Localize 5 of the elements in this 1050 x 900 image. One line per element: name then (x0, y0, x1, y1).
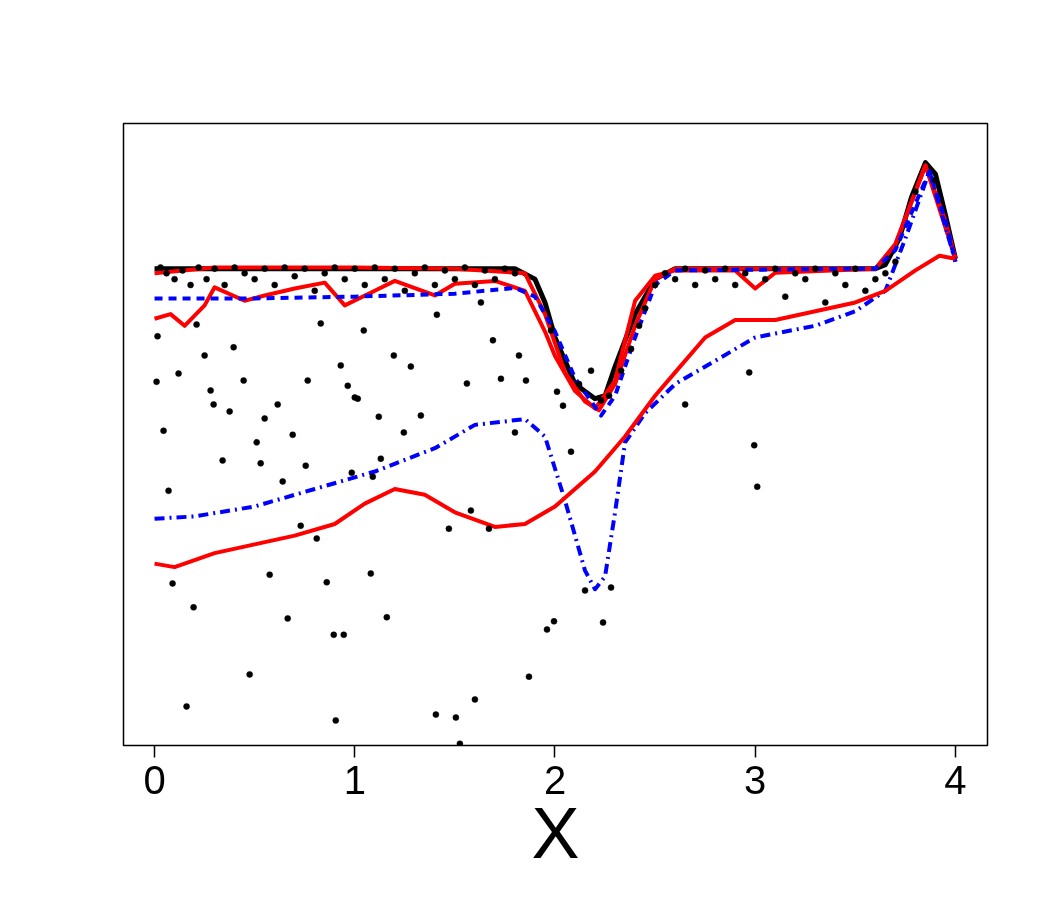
x-tick-label: 3 (744, 757, 767, 802)
x-tick-label: 0 (143, 757, 166, 802)
x-tick-label: 4 (944, 757, 967, 802)
x-tick-label: 1 (343, 757, 366, 802)
x-tick-label: 2 (543, 757, 567, 802)
